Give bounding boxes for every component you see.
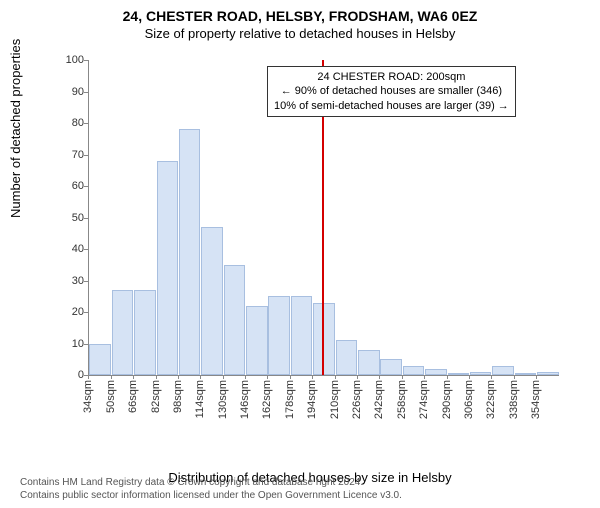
x-tick-label: 354sqm bbox=[530, 380, 542, 419]
x-tick-label: 66sqm bbox=[127, 380, 139, 413]
y-tick-mark bbox=[84, 281, 88, 282]
histogram-bar bbox=[537, 372, 558, 375]
annotation-box: 24 CHESTER ROAD: 200sqm ← 90% of detache… bbox=[267, 66, 516, 117]
x-tick-label: 338sqm bbox=[508, 380, 520, 419]
histogram-bar bbox=[380, 359, 401, 375]
y-tick-label: 40 bbox=[50, 243, 84, 255]
annotation-line2: ← 90% of detached houses are smaller (34… bbox=[274, 84, 509, 98]
y-tick-mark bbox=[84, 123, 88, 124]
y-tick-mark bbox=[84, 312, 88, 313]
y-tick-label: 20 bbox=[50, 306, 84, 318]
histogram-bar bbox=[403, 366, 424, 375]
y-tick-label: 10 bbox=[50, 338, 84, 350]
y-tick-label: 90 bbox=[50, 86, 84, 98]
histogram-bar bbox=[358, 350, 379, 375]
histogram-bar bbox=[313, 303, 334, 375]
x-tick-mark bbox=[491, 375, 492, 379]
histogram-bar bbox=[179, 129, 200, 375]
x-tick-label: 226sqm bbox=[351, 380, 363, 419]
x-tick-label: 290sqm bbox=[441, 380, 453, 419]
chart-container: 24 CHESTER ROAD: 200sqm ← 90% of detache… bbox=[50, 60, 570, 420]
histogram-bar bbox=[157, 161, 178, 375]
x-tick-label: 242sqm bbox=[373, 380, 385, 419]
y-tick-mark bbox=[84, 155, 88, 156]
x-tick-mark bbox=[469, 375, 470, 379]
x-tick-mark bbox=[402, 375, 403, 379]
histogram-bar bbox=[268, 296, 289, 375]
chart-title-main: 24, CHESTER ROAD, HELSBY, FRODSHAM, WA6 … bbox=[0, 8, 600, 24]
x-tick-mark bbox=[290, 375, 291, 379]
histogram-bar bbox=[336, 340, 357, 375]
x-tick-mark bbox=[223, 375, 224, 379]
x-tick-mark bbox=[245, 375, 246, 379]
y-tick-mark bbox=[84, 344, 88, 345]
x-tick-label: 306sqm bbox=[463, 380, 475, 419]
plot-area: 24 CHESTER ROAD: 200sqm ← 90% of detache… bbox=[88, 60, 559, 376]
footer-attribution: Contains HM Land Registry data © Crown c… bbox=[20, 476, 402, 502]
histogram-bar bbox=[470, 372, 491, 375]
y-axis-label: Number of detached properties bbox=[8, 39, 23, 218]
histogram-bar bbox=[134, 290, 155, 375]
y-tick-label: 0 bbox=[50, 369, 84, 381]
x-tick-mark bbox=[424, 375, 425, 379]
x-tick-label: 82sqm bbox=[150, 380, 162, 413]
chart-title-sub: Size of property relative to detached ho… bbox=[0, 26, 600, 41]
x-tick-mark bbox=[312, 375, 313, 379]
histogram-bar bbox=[291, 296, 312, 375]
x-tick-mark bbox=[111, 375, 112, 379]
x-tick-label: 178sqm bbox=[284, 380, 296, 419]
y-tick-label: 80 bbox=[50, 117, 84, 129]
y-tick-label: 100 bbox=[50, 54, 84, 66]
y-tick-label: 70 bbox=[50, 149, 84, 161]
x-tick-mark bbox=[536, 375, 537, 379]
y-tick-mark bbox=[84, 60, 88, 61]
histogram-bar bbox=[112, 290, 133, 375]
x-tick-label: 322sqm bbox=[485, 380, 497, 419]
x-tick-label: 50sqm bbox=[105, 380, 117, 413]
histogram-bar bbox=[425, 369, 446, 375]
y-tick-mark bbox=[84, 375, 88, 376]
y-tick-mark bbox=[84, 92, 88, 93]
histogram-bar bbox=[515, 373, 536, 375]
x-tick-label: 258sqm bbox=[396, 380, 408, 419]
x-tick-mark bbox=[267, 375, 268, 379]
x-tick-label: 130sqm bbox=[217, 380, 229, 419]
x-tick-label: 34sqm bbox=[82, 380, 94, 413]
y-tick-label: 60 bbox=[50, 180, 84, 192]
x-tick-mark bbox=[514, 375, 515, 379]
annotation-line1: 24 CHESTER ROAD: 200sqm bbox=[274, 70, 509, 84]
x-tick-mark bbox=[156, 375, 157, 379]
annotation-line3: 10% of semi-detached houses are larger (… bbox=[274, 99, 509, 113]
footer-line1: Contains HM Land Registry data © Crown c… bbox=[20, 476, 402, 489]
x-tick-mark bbox=[447, 375, 448, 379]
histogram-bar bbox=[246, 306, 267, 375]
x-tick-label: 194sqm bbox=[306, 380, 318, 419]
x-tick-mark bbox=[335, 375, 336, 379]
x-tick-mark bbox=[379, 375, 380, 379]
y-tick-label: 50 bbox=[50, 212, 84, 224]
histogram-bar bbox=[448, 373, 469, 375]
y-tick-label: 30 bbox=[50, 275, 84, 287]
x-tick-label: 98sqm bbox=[172, 380, 184, 413]
footer-line2: Contains public sector information licen… bbox=[20, 489, 402, 502]
y-tick-mark bbox=[84, 249, 88, 250]
x-tick-mark bbox=[88, 375, 89, 379]
histogram-bar bbox=[492, 366, 513, 375]
x-tick-label: 162sqm bbox=[261, 380, 273, 419]
histogram-bar bbox=[201, 227, 222, 375]
x-tick-label: 274sqm bbox=[418, 380, 430, 419]
x-tick-mark bbox=[178, 375, 179, 379]
histogram-bar bbox=[224, 265, 245, 375]
x-tick-label: 146sqm bbox=[239, 380, 251, 419]
y-tick-mark bbox=[84, 218, 88, 219]
x-tick-mark bbox=[133, 375, 134, 379]
x-tick-label: 114sqm bbox=[194, 380, 206, 418]
x-tick-mark bbox=[357, 375, 358, 379]
y-tick-mark bbox=[84, 186, 88, 187]
x-tick-mark bbox=[200, 375, 201, 379]
x-tick-label: 210sqm bbox=[329, 380, 341, 419]
histogram-bar bbox=[89, 344, 110, 376]
